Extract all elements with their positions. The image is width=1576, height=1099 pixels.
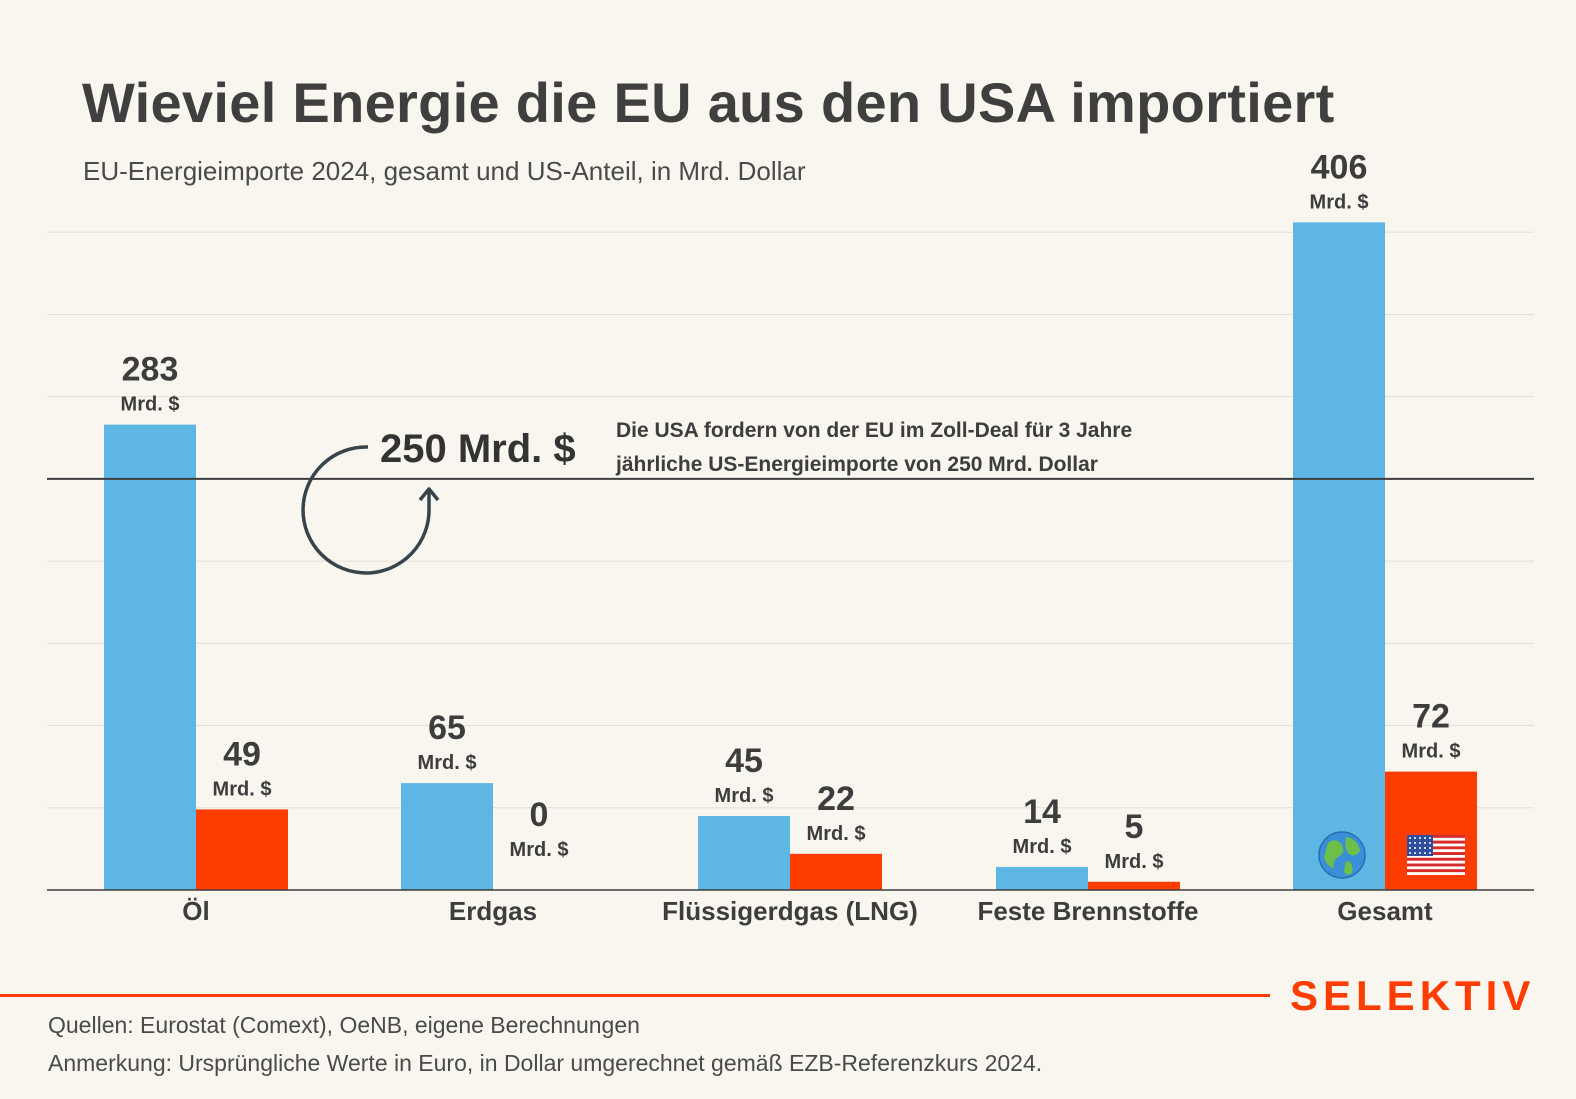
flag-star — [1424, 842, 1426, 844]
unit-label: Mrd. $ — [418, 752, 477, 774]
bar-total-1 — [401, 783, 493, 890]
value-label: 14 — [1023, 793, 1061, 831]
flag-stripe — [1407, 869, 1465, 873]
footer-divider — [0, 994, 1270, 997]
flag-stripe — [1407, 857, 1465, 861]
reference-label: 250 Mrd. $ — [380, 427, 576, 471]
flag-stripe — [1407, 840, 1465, 844]
value-label: 0 — [530, 796, 549, 834]
value-label: 49 — [223, 735, 261, 773]
flag-stripe — [1407, 872, 1465, 875]
circular-arrow-icon — [301, 445, 431, 575]
flag-star — [1429, 842, 1431, 844]
flag-star — [1429, 847, 1431, 849]
category-label: Erdgas — [449, 896, 537, 926]
unit-label: Mrd. $ — [121, 394, 180, 416]
unit-label: Mrd. $ — [213, 778, 272, 800]
value-label: 45 — [725, 742, 763, 780]
category-label: Gesamt — [1337, 896, 1433, 926]
flag-star — [1414, 847, 1416, 849]
flag-stripe — [1407, 866, 1465, 870]
globe-land — [1324, 840, 1344, 869]
flag-stripe — [1407, 860, 1465, 864]
value-label: 65 — [428, 709, 466, 747]
value-label: 72 — [1412, 698, 1450, 736]
flag-star — [1414, 837, 1416, 839]
value-label: 22 — [817, 780, 855, 818]
globe-land — [1345, 837, 1360, 856]
bar-chart: 283 Mrd. $ 49 Mrd. $ Öl 65 Mrd. $ 0 Mrd. $ Erdgas… — [47, 148, 1534, 926]
flag-stripe — [1407, 837, 1465, 841]
flag-star — [1409, 847, 1411, 849]
annotation-text: jährliche US-Energieimporte von 250 Mrd.… — [615, 453, 1098, 476]
annotation-text: Die USA fordern von der EU im Zoll-Deal … — [616, 419, 1132, 442]
brand-logo: SELEKTIV — [1290, 972, 1536, 1019]
globe-land — [1344, 861, 1353, 875]
note-text: Anmerkung: Ursprüngliche Werte in Euro, … — [48, 1050, 1043, 1076]
unit-label: Mrd. $ — [1402, 741, 1461, 763]
bar-total-0 — [104, 424, 196, 890]
value-label: 5 — [1125, 808, 1144, 846]
flag-stripe — [1407, 835, 1465, 838]
bar-total-3 — [996, 866, 1088, 890]
category-label: Flüssigerdgas (LNG) — [662, 896, 918, 926]
flag-star — [1429, 837, 1431, 839]
source-text: Quellen: Eurostat (Comext), OeNB, eigene… — [48, 1012, 640, 1038]
flag-star — [1424, 847, 1426, 849]
flag-star — [1419, 842, 1421, 844]
bar-us-3 — [1088, 881, 1180, 890]
flag-stripe — [1407, 863, 1465, 867]
flag-star — [1419, 847, 1421, 849]
bar-total-2 — [698, 816, 790, 890]
flag-star — [1409, 842, 1411, 844]
value-label: 283 — [122, 351, 179, 389]
unit-label: Mrd. $ — [510, 839, 569, 861]
unit-label: Mrd. $ — [807, 823, 866, 845]
unit-label: Mrd. $ — [715, 785, 774, 807]
flag-star — [1419, 852, 1421, 854]
value-label: 406 — [1311, 148, 1368, 186]
category-label: Feste Brennstoffe — [977, 896, 1198, 926]
flag-star — [1424, 837, 1426, 839]
flag-star — [1419, 837, 1421, 839]
chart-title: Wieviel Energie die EU aus den USA impor… — [82, 71, 1335, 134]
flag-stripe — [1407, 852, 1465, 855]
us-flag-icon — [1407, 835, 1433, 856]
flag-star — [1414, 852, 1416, 854]
flag-star — [1429, 852, 1431, 854]
unit-label: Mrd. $ — [1310, 191, 1369, 213]
flag-stripe — [1407, 846, 1465, 850]
unit-label: Mrd. $ — [1013, 836, 1072, 858]
flag-star — [1409, 852, 1411, 854]
flag-star — [1409, 837, 1411, 839]
flag-stripe — [1407, 855, 1465, 858]
bar-us-2 — [790, 853, 882, 890]
bar-us-0 — [196, 809, 288, 890]
chart-subtitle: EU-Energieimporte 2024, gesamt und US-An… — [83, 156, 806, 186]
category-label: Öl — [182, 896, 209, 926]
flag-stripe — [1407, 849, 1465, 853]
flag-star — [1424, 852, 1426, 854]
arrow-head-icon — [418, 487, 440, 502]
unit-label: Mrd. $ — [1105, 851, 1164, 873]
flag-stripe — [1407, 843, 1465, 847]
flag-star — [1414, 842, 1416, 844]
bar-total-4 — [1293, 222, 1385, 890]
